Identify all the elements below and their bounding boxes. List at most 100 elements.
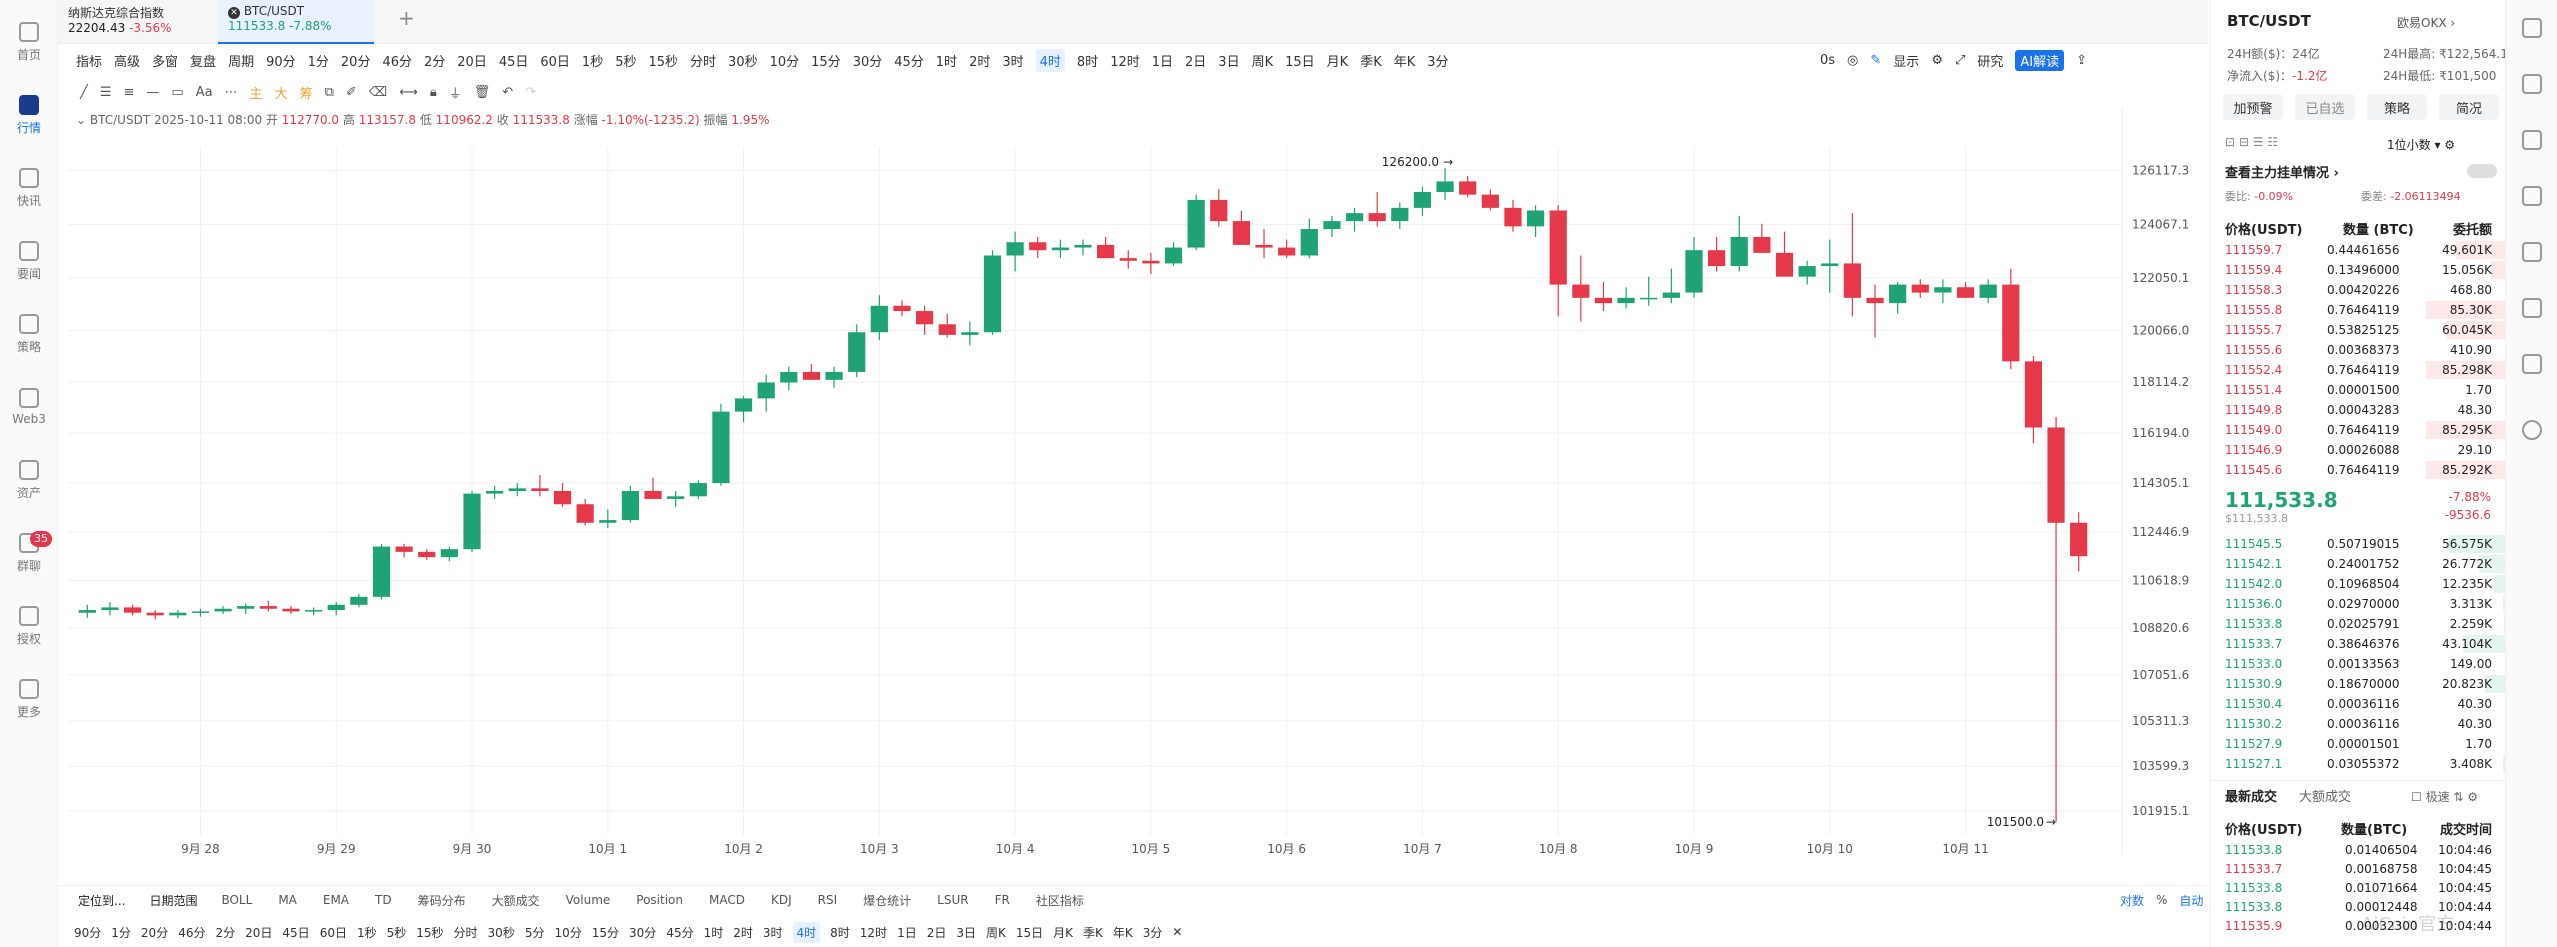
- interval-item[interactable]: 20日: [245, 925, 273, 940]
- indicator-item[interactable]: MACD: [709, 893, 745, 907]
- interval-item[interactable]: 45分: [666, 925, 694, 940]
- copy-icon[interactable]: ⧉: [324, 84, 334, 100]
- toolbar-item[interactable]: 年K: [1393, 54, 1416, 70]
- redo-icon[interactable]: ↷: [525, 84, 537, 100]
- wallet-icon[interactable]: [2522, 298, 2542, 318]
- nav-item[interactable]: 要闻: [0, 233, 58, 289]
- main-indicator-tool[interactable]: 主: [249, 86, 263, 102]
- orderbook-row[interactable]: 111558.3 0.00420226 468.80: [2211, 280, 2506, 300]
- delete-icon[interactable]: 🗑︎: [473, 84, 491, 100]
- toolbar-item[interactable]: 2分: [424, 54, 446, 70]
- close-icon[interactable]: ✕: [228, 7, 240, 19]
- toolbar-item[interactable]: 90分: [266, 54, 296, 70]
- toolbar-item[interactable]: 15分: [811, 54, 841, 70]
- interval-item[interactable]: 1时: [703, 925, 724, 940]
- list-icon[interactable]: [2522, 74, 2542, 94]
- orderbook-row[interactable]: 111555.8 0.76464119 85.30K: [2211, 300, 2506, 320]
- interval-item[interactable]: 15分: [591, 925, 620, 940]
- tab-large-trades[interactable]: 大额成交: [2299, 790, 2352, 805]
- orderbook-row[interactable]: 111559.4 0.13496000 15.056K: [2211, 260, 2506, 280]
- toolbar-item[interactable]: 15秒: [648, 54, 679, 70]
- orderbook-row[interactable]: 111549.0 0.76464119 85.295K: [2211, 420, 2506, 440]
- profile-button[interactable]: 简况: [2439, 94, 2499, 120]
- undo-icon[interactable]: ↶: [502, 84, 514, 100]
- orderbook-row[interactable]: 111530.4 0.00036116 40.30: [2211, 694, 2506, 714]
- indicator-item[interactable]: BOLL: [221, 893, 253, 907]
- exchange-select[interactable]: 欧易OKX ›: [2397, 16, 2456, 30]
- line-tool-icon[interactable]: ╱: [80, 84, 88, 100]
- display-button[interactable]: 显示: [1893, 54, 1920, 70]
- orderbook-row[interactable]: 111533.7 0.38646376 43.104K: [2211, 634, 2506, 654]
- nav-item[interactable]: 资产: [0, 452, 58, 508]
- orderbook-row[interactable]: 111551.4 0.00001500 1.70: [2211, 380, 2506, 400]
- tab-btc[interactable]: ✕ BTC/USDT 111533.8 -7.88%: [218, 0, 374, 44]
- nav-item[interactable]: 群聊 35: [0, 525, 58, 581]
- orderbook-row[interactable]: 111530.9 0.18670000 20.823K: [2211, 674, 2506, 694]
- orderbook-row[interactable]: 111546.9 0.00026088 29.10: [2211, 440, 2506, 460]
- interval-item[interactable]: 8时: [830, 925, 850, 940]
- interval-item[interactable]: 3日: [956, 925, 976, 940]
- interval-item[interactable]: 30分: [629, 925, 657, 940]
- tab-latest-trades[interactable]: 最新成交: [2225, 790, 2278, 805]
- trend-icon[interactable]: [2522, 186, 2542, 206]
- interval-item[interactable]: 30秒: [487, 925, 515, 940]
- speed-checkbox[interactable]: ☐ 极速 ⇅ ⚙: [2411, 790, 2479, 804]
- toolbar-item[interactable]: 8时: [1076, 54, 1099, 70]
- interval-item[interactable]: 12时: [859, 925, 888, 940]
- toolbar-item[interactable]: 15日: [1285, 54, 1315, 70]
- interval-item[interactable]: 分时: [453, 925, 478, 940]
- toolbar-item[interactable]: 月K: [1326, 54, 1349, 70]
- toolbar-item[interactable]: 多窗: [152, 54, 179, 70]
- ray-tool-icon[interactable]: —: [146, 84, 160, 100]
- interval-item[interactable]: 年K: [1112, 925, 1133, 940]
- interval-item[interactable]: 2时: [733, 925, 753, 940]
- toolbar-item[interactable]: 60日: [540, 54, 570, 70]
- interval-item[interactable]: 90分: [74, 925, 102, 940]
- interval-item[interactable]: 1秒: [356, 925, 377, 940]
- more-tools-icon[interactable]: ⋯: [224, 84, 238, 100]
- toolbar-item[interactable]: 12时: [1110, 54, 1140, 70]
- interval-item[interactable]: 15日: [1015, 925, 1044, 940]
- orderbook-row[interactable]: 111536.0 0.02970000 3.313K: [2211, 594, 2506, 614]
- orderbook-row[interactable]: 111549.8 0.00043283 48.30: [2211, 400, 2506, 420]
- toolbar-item[interactable]: 1日: [1151, 54, 1174, 70]
- indicator-item[interactable]: Position: [636, 893, 684, 907]
- auto-scale-button[interactable]: 自动: [2179, 893, 2204, 908]
- interval-item[interactable]: 4时: [792, 921, 821, 943]
- orderbook-row[interactable]: 111552.4 0.76464119 85.298K: [2211, 360, 2506, 380]
- trades-header-qty[interactable]: 数量(BTC): [2341, 823, 2408, 838]
- toolbar-item[interactable]: 20分: [340, 54, 371, 70]
- interval-item[interactable]: 10分: [554, 925, 582, 940]
- toolbar-item[interactable]: 1时: [935, 54, 958, 70]
- interval-item[interactable]: 46分: [178, 925, 206, 940]
- nav-item[interactable]: Web3: [0, 379, 58, 435]
- big-order-tool[interactable]: 大: [274, 86, 288, 102]
- indicator-item[interactable]: KDJ: [771, 893, 792, 907]
- indicator-item[interactable]: 大额成交: [491, 893, 540, 908]
- indicator-item[interactable]: 筹码分布: [417, 893, 466, 908]
- lock-icon[interactable]: 🔒︎: [429, 84, 437, 100]
- interval-item[interactable]: 1日: [897, 925, 917, 940]
- indicator-item[interactable]: FR: [994, 893, 1010, 907]
- ob-header-amount[interactable]: 委托额: [2452, 223, 2492, 238]
- close-icon[interactable]: ✕: [1172, 925, 1183, 939]
- research-button[interactable]: 研究: [1977, 54, 2004, 70]
- indicator-item[interactable]: 爆仓统计: [863, 893, 912, 908]
- indicator-item[interactable]: MA: [278, 893, 297, 907]
- interval-item[interactable]: 15秒: [416, 925, 444, 940]
- toolbar-item[interactable]: 周K: [1251, 54, 1274, 70]
- toolbar-item[interactable]: 10分: [769, 54, 800, 70]
- indicator-item[interactable]: LSUR: [937, 893, 969, 907]
- orderbook-row[interactable]: 111533.8 0.02025791 2.259K: [2211, 614, 2506, 634]
- hline-tool-icon[interactable]: ≡: [123, 84, 135, 100]
- robot-icon[interactable]: [2522, 354, 2542, 374]
- toolbar-item[interactable]: 3时: [1002, 54, 1024, 70]
- orderbook-row[interactable]: 111527.1 0.03055372 3.408K: [2211, 754, 2506, 774]
- interval-item[interactable]: 60日: [319, 925, 347, 940]
- ai-interpret-button[interactable]: AI解读: [2015, 49, 2065, 71]
- gear-icon[interactable]: ⚙: [1931, 52, 1943, 68]
- interval-item[interactable]: 2分: [215, 925, 236, 940]
- indicator-item[interactable]: TD: [375, 893, 392, 907]
- orderbook-row[interactable]: 111545.6 0.76464119 85.292K: [2211, 460, 2506, 480]
- toolbar-item[interactable]: 高级: [114, 54, 141, 70]
